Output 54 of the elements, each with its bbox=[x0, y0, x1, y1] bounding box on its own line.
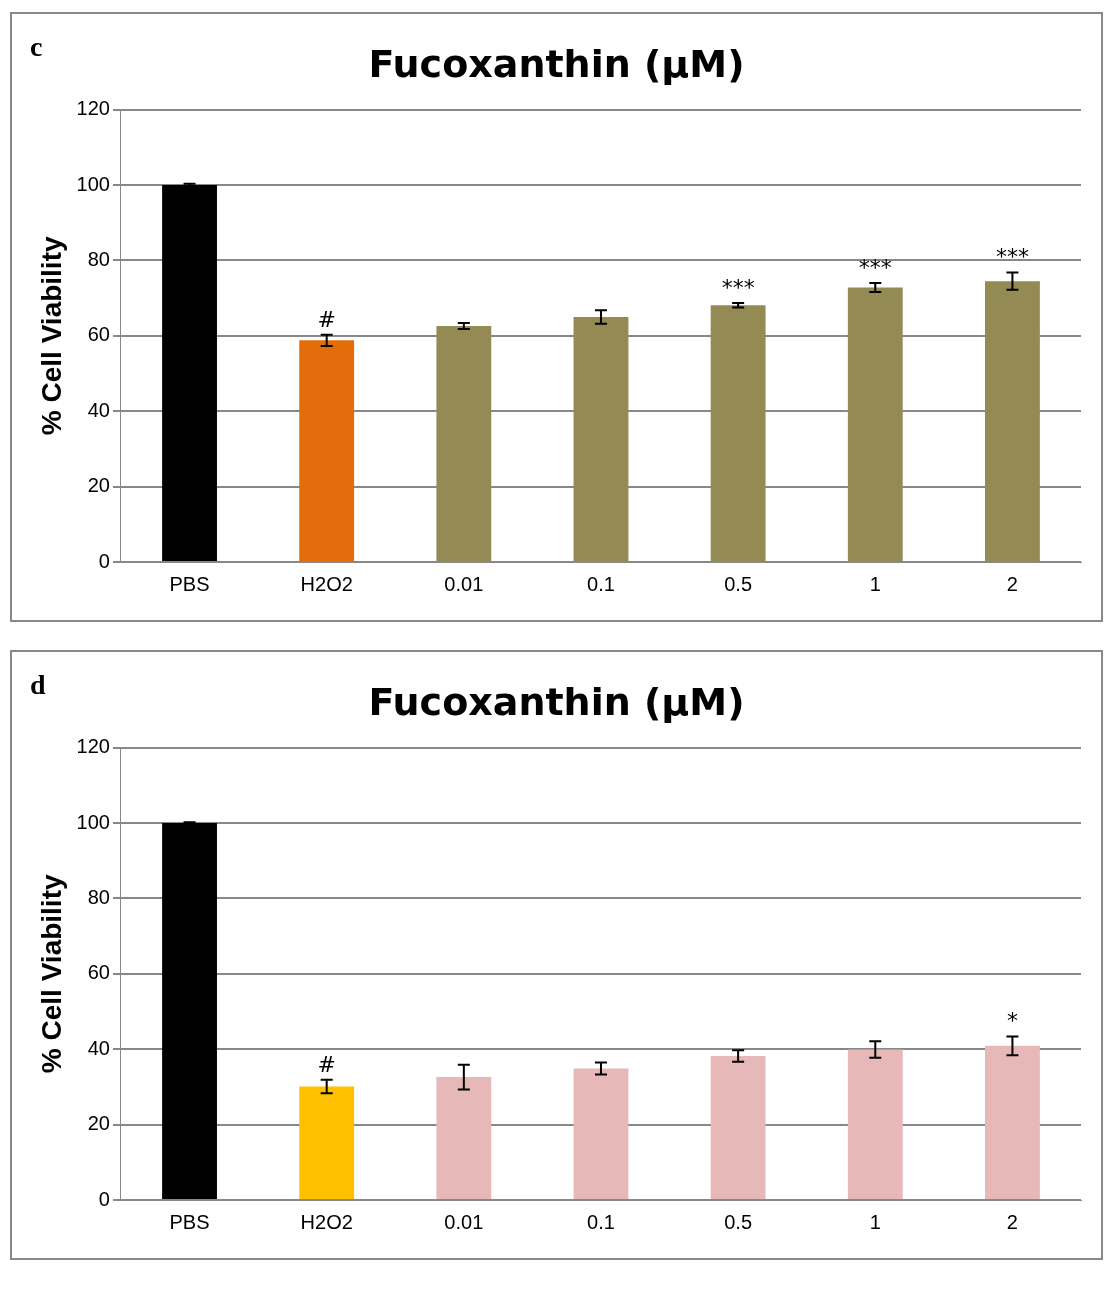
x-tick-label: 0.01 bbox=[444, 1210, 484, 1233]
bar bbox=[847, 1049, 903, 1199]
x-tick-label: H2O2 bbox=[300, 572, 353, 595]
y-tick-label: 0 bbox=[98, 549, 110, 572]
annotation: *** bbox=[995, 244, 1029, 270]
x-tick-label: 2 bbox=[1006, 1210, 1018, 1233]
annotation: * bbox=[1006, 1008, 1018, 1034]
bar bbox=[573, 316, 629, 561]
y-tick-label: 60 bbox=[87, 961, 110, 984]
x-tick-label: H2O2 bbox=[300, 1210, 353, 1233]
annotation: *** bbox=[858, 255, 892, 281]
y-axis-title: % Cell Viability bbox=[35, 236, 67, 436]
y-tick-label: 0 bbox=[98, 1187, 110, 1210]
y-tick-label: 80 bbox=[87, 247, 110, 270]
x-tick-label: 1 bbox=[869, 1210, 881, 1233]
x-tick-label: 0.5 bbox=[724, 1210, 753, 1233]
text: c bbox=[30, 31, 43, 62]
text: d bbox=[30, 669, 46, 700]
y-tick-label: 40 bbox=[87, 1036, 110, 1059]
bar bbox=[299, 1086, 355, 1199]
y-tick-label: 20 bbox=[87, 1112, 110, 1135]
annotation: # bbox=[317, 306, 336, 332]
x-tick-label: 0.5 bbox=[724, 572, 753, 595]
y-tick-label: 20 bbox=[87, 474, 110, 497]
bar bbox=[573, 1068, 629, 1199]
y-tick-label: 60 bbox=[87, 323, 110, 346]
annotation: *** bbox=[721, 275, 755, 300]
y-tick-label: 100 bbox=[76, 810, 110, 833]
y-axis-title: % Cell Viability bbox=[35, 874, 67, 1074]
y-tick-label: 100 bbox=[76, 172, 110, 195]
bar bbox=[985, 1045, 1040, 1199]
bar bbox=[710, 1055, 766, 1199]
x-tick-label: 2 bbox=[1006, 572, 1018, 595]
chart-title: Fucoxanthin (μM) bbox=[368, 41, 745, 86]
x-tick-label: 0.1 bbox=[587, 1210, 615, 1233]
bar bbox=[162, 185, 217, 561]
x-tick-label: 0.1 bbox=[587, 572, 615, 595]
bar bbox=[710, 305, 766, 561]
bar bbox=[985, 281, 1040, 561]
bar bbox=[436, 326, 492, 561]
bar bbox=[299, 340, 355, 561]
bar bbox=[847, 287, 903, 561]
x-tick-label: PBS bbox=[169, 1210, 210, 1233]
bar bbox=[162, 823, 217, 1199]
x-tick-label: 1 bbox=[869, 572, 881, 595]
y-tick-label: 80 bbox=[87, 885, 110, 908]
bar bbox=[436, 1077, 492, 1199]
x-tick-label: 0.01 bbox=[444, 572, 484, 595]
y-tick-label: 120 bbox=[76, 735, 110, 758]
chart-title: Fucoxanthin (μM) bbox=[368, 679, 745, 724]
y-tick-label: 120 bbox=[76, 97, 110, 120]
x-tick-label: PBS bbox=[169, 572, 210, 595]
annotation: # bbox=[317, 1051, 336, 1077]
y-tick-label: 40 bbox=[87, 398, 110, 421]
